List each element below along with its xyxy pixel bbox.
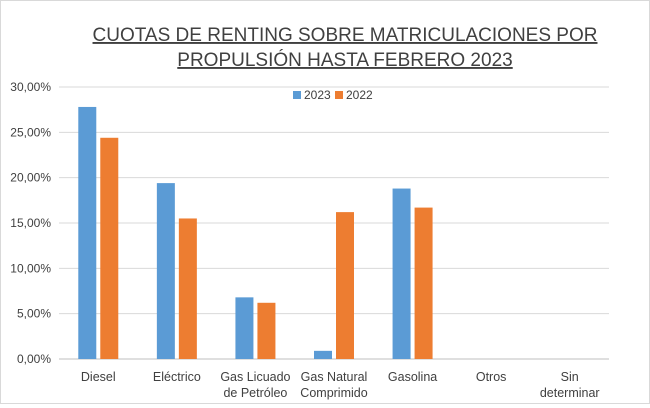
x-tick-label: de Petróleo — [223, 386, 287, 400]
legend-label-2022: 2022 — [346, 88, 373, 102]
x-tick-label: Diesel — [81, 370, 116, 384]
bar-2022 — [100, 137, 119, 359]
y-tick-label: 25,00% — [10, 125, 51, 139]
x-tick-label: Gas Licuado — [220, 370, 290, 384]
bar-2023 — [78, 106, 97, 360]
chart-title: CUOTAS DE RENTING SOBRE MATRICULACIONES … — [93, 25, 598, 71]
bars — [78, 106, 433, 360]
x-tick-label: determinar — [540, 386, 600, 400]
y-tick-label: 20,00% — [10, 171, 51, 185]
y-tick-label: 5,00% — [17, 307, 51, 321]
legend-label-2023: 2023 — [304, 88, 331, 102]
bar-2022 — [414, 207, 433, 359]
x-tick-label: Comprimido — [300, 386, 367, 400]
legend-swatch-2022 — [335, 91, 343, 99]
bar-2023 — [314, 350, 332, 359]
bar-2023 — [156, 183, 175, 359]
y-tick-label: 0,00% — [17, 352, 51, 366]
bar-2022 — [257, 302, 276, 359]
x-tick-label: Gas Natural — [301, 370, 368, 384]
y-axis: 0,00% 5,00% 10,00% 15,00% 20,00% 25,00% 30,00% — [10, 80, 51, 366]
bar-2023 — [392, 188, 411, 359]
chart-title-line-2: PROPULSIÓN HASTA FEBRERO 2023 — [177, 49, 512, 71]
legend-swatch-2023 — [293, 91, 301, 99]
x-tick-label: Sin — [561, 370, 579, 384]
legend: 2023 2022 — [293, 88, 373, 102]
x-tick-label: Eléctrico — [153, 370, 201, 384]
chart-title-line-1: CUOTAS DE RENTING SOBRE MATRICULACIONES … — [93, 25, 598, 46]
gridlines — [59, 86, 609, 360]
y-tick-label: 30,00% — [10, 80, 51, 94]
bar-2022 — [178, 218, 197, 359]
bar-2023 — [235, 297, 254, 359]
x-axis: Diesel Eléctrico Gas Licuado de Petróleo Gas… — [81, 370, 600, 400]
x-tick-label: Gasolina — [388, 370, 437, 384]
x-tick-label: Otros — [476, 370, 507, 384]
bar-2022 — [336, 212, 354, 359]
y-tick-label: 15,00% — [10, 216, 51, 230]
y-tick-label: 10,00% — [10, 261, 51, 275]
